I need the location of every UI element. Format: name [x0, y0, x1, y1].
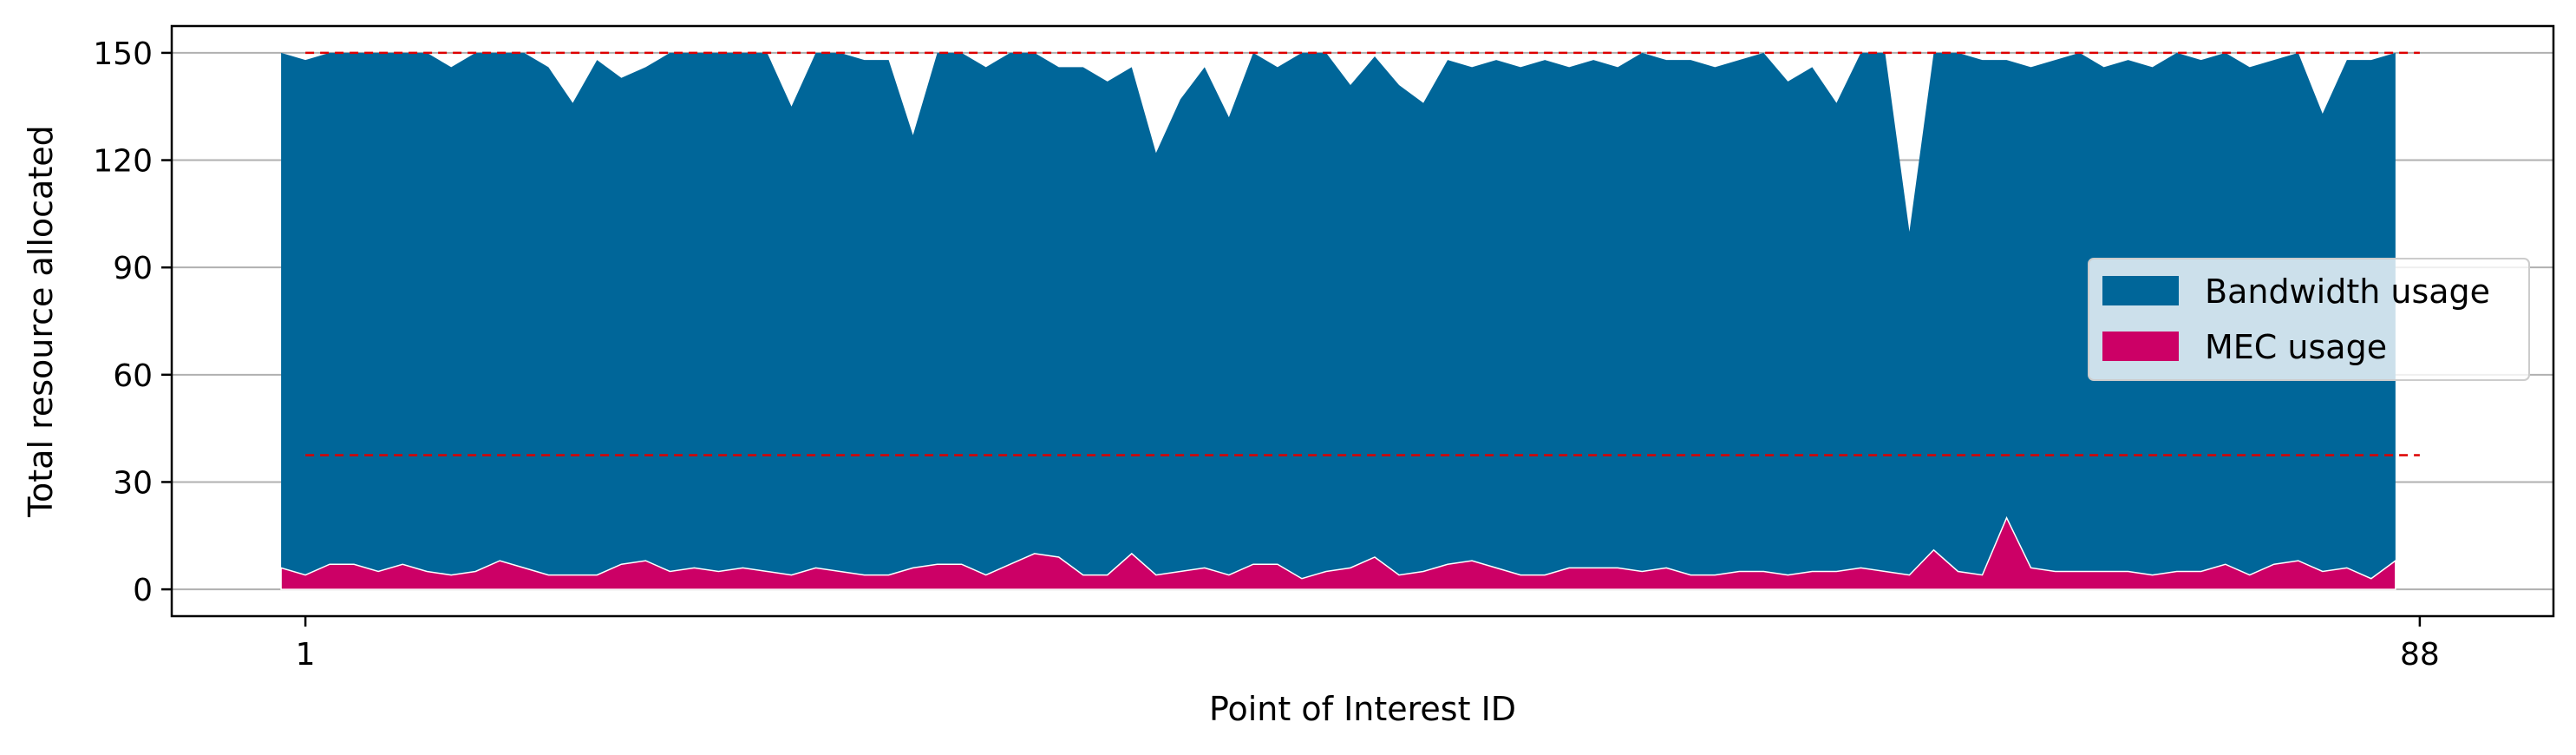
- y-tick-label-120: 120: [93, 144, 153, 180]
- legend-label-mec: MEC usage: [2205, 328, 2387, 366]
- plot-frame: [170, 24, 2555, 618]
- legend: Bandwidth usage MEC usage: [2088, 258, 2530, 381]
- area-series: [280, 52, 2396, 590]
- y-tick-label-60: 60: [113, 358, 153, 394]
- x-tick-label-88: 88: [2400, 637, 2440, 673]
- y-tick-label-90: 90: [113, 251, 153, 286]
- y-tick-label-150: 150: [93, 36, 153, 72]
- y-axis-label: Total resource allocated: [22, 125, 60, 518]
- x-axis-label: Point of Interest ID: [1209, 690, 1516, 728]
- threshold-lines: [305, 51, 2420, 456]
- legend-swatch-bandwidth: [2102, 276, 2179, 305]
- legend-swatch-mec: [2102, 332, 2179, 361]
- legend-label-bandwidth: Bandwidth usage: [2205, 272, 2490, 311]
- area-bandwidth-usage: [281, 52, 2396, 590]
- x-tick-label-1: 1: [296, 637, 316, 673]
- y-tick-label-0: 0: [133, 573, 153, 608]
- axis-ticks: 0 30 60 90 120 150 1 88: [93, 36, 2440, 673]
- y-tick-label-30: 30: [113, 465, 153, 501]
- legend-box: [2088, 258, 2530, 381]
- area-mec-usage: [280, 515, 2396, 590]
